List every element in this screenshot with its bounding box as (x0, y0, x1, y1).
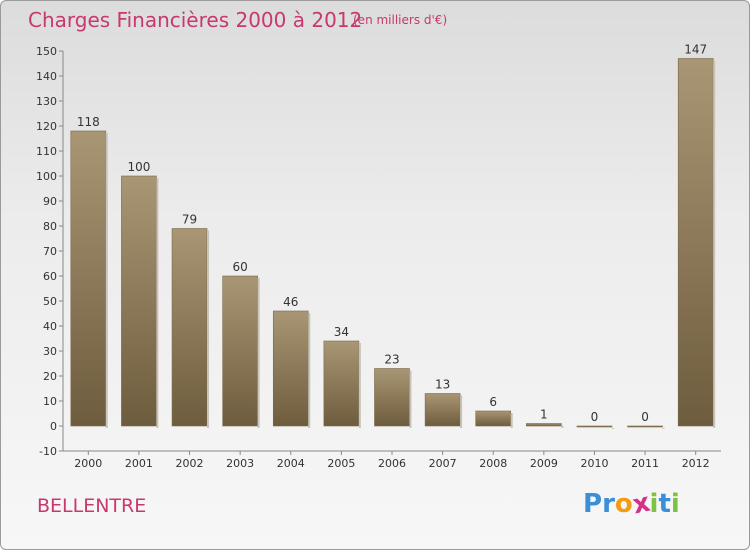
data-label: 34 (334, 325, 349, 339)
x-tick-label: 2008 (479, 457, 507, 470)
y-tick-label: 40 (43, 320, 57, 333)
chart-title: Charges Financières 2000 à 2012 (28, 8, 363, 32)
y-tick-label: 80 (43, 220, 57, 233)
logo-letter: P (583, 489, 603, 519)
bar (171, 228, 208, 427)
y-tick-label: 20 (43, 370, 57, 383)
data-label: 6 (489, 395, 497, 409)
commune-name: BELLENTRE (37, 495, 147, 517)
y-tick-label: 150 (36, 45, 57, 58)
y-tick-label: 10 (43, 395, 57, 408)
bar-shadow (460, 395, 463, 428)
bar-shadow (207, 230, 210, 428)
y-tick-label: 50 (43, 295, 57, 308)
logo-letter: r (602, 489, 615, 519)
bar (677, 58, 714, 427)
x-tick-label: 2011 (631, 457, 659, 470)
x-tick-label: 2005 (327, 457, 355, 470)
x-tick-label: 2012 (682, 457, 710, 470)
x-tick-label: 2009 (530, 457, 558, 470)
logo-letter: i (670, 489, 680, 519)
data-label: 147 (684, 43, 707, 57)
data-label: 79 (182, 213, 197, 227)
data-label: 46 (283, 295, 298, 309)
bar-shadow (713, 60, 716, 428)
x-tick-label: 2010 (580, 457, 608, 470)
logo-letter: t (658, 489, 671, 519)
bar-shadow (105, 133, 108, 428)
bar-shadow (662, 428, 665, 429)
data-label: 118 (77, 115, 100, 129)
x-tick-label: 2004 (277, 457, 305, 470)
y-tick-label: 90 (43, 195, 57, 208)
proxiti-logo[interactable]: Proxiti (583, 488, 680, 521)
y-tick-label: 60 (43, 270, 57, 283)
bar-shadow (409, 370, 412, 428)
y-tick-label: 30 (43, 345, 57, 358)
logo-letter: i (649, 489, 659, 519)
bar (323, 340, 360, 427)
y-tick-label: 120 (36, 120, 57, 133)
bar (576, 425, 613, 428)
bar-shadow (308, 313, 311, 428)
y-tick-label: 110 (36, 145, 57, 158)
data-label: 0 (591, 410, 599, 424)
bar-shadow (358, 343, 361, 428)
chart-subtitle: (en milliers d'€) (353, 13, 448, 27)
data-label: 1 (540, 408, 548, 422)
y-tick-label: -10 (39, 445, 57, 458)
bar (272, 310, 309, 427)
x-tick-label: 2006 (378, 457, 406, 470)
bar-shadow (156, 178, 159, 428)
bar (222, 275, 258, 427)
bar (374, 368, 410, 427)
y-tick-label: 0 (50, 420, 57, 433)
bar (424, 393, 461, 427)
data-label: 23 (384, 353, 399, 367)
data-label: 100 (127, 160, 150, 174)
data-label: 13 (435, 378, 450, 392)
bar-shadow (561, 425, 564, 428)
bar-shadow (510, 413, 513, 428)
x-tick-label: 2001 (125, 457, 153, 470)
data-label: 0 (641, 410, 649, 424)
bar-shadow (611, 428, 614, 429)
bar (627, 425, 663, 428)
bar (475, 410, 512, 427)
bar (121, 175, 157, 427)
y-tick-label: 70 (43, 245, 57, 258)
x-tick-label: 2002 (176, 457, 204, 470)
bar (526, 423, 562, 427)
bar-shadow (257, 278, 260, 428)
y-tick-label: 100 (36, 170, 57, 183)
x-tick-label: 2000 (74, 457, 102, 470)
logo-letter: o (614, 489, 633, 519)
x-tick-label: 2007 (429, 457, 457, 470)
data-label: 60 (233, 260, 248, 274)
x-tick-label: 2003 (226, 457, 254, 470)
y-tick-label: 140 (36, 70, 57, 83)
bar (70, 130, 107, 427)
y-tick-label: 130 (36, 95, 57, 108)
